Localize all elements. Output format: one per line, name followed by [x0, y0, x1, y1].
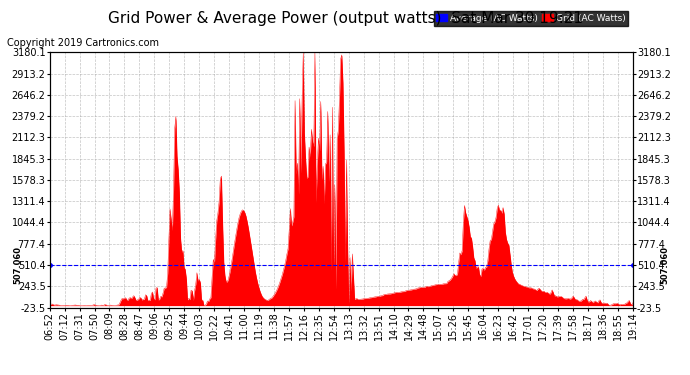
- Legend: Average (AC Watts), Grid (AC Watts): Average (AC Watts), Grid (AC Watts): [433, 11, 628, 26]
- Text: Copyright 2019 Cartronics.com: Copyright 2019 Cartronics.com: [7, 38, 159, 48]
- Text: Grid Power & Average Power (output watts)  Sat Mar 30 19:21: Grid Power & Average Power (output watts…: [108, 11, 582, 26]
- Text: 507.060: 507.060: [13, 246, 22, 284]
- Text: 507.060: 507.060: [660, 246, 669, 284]
